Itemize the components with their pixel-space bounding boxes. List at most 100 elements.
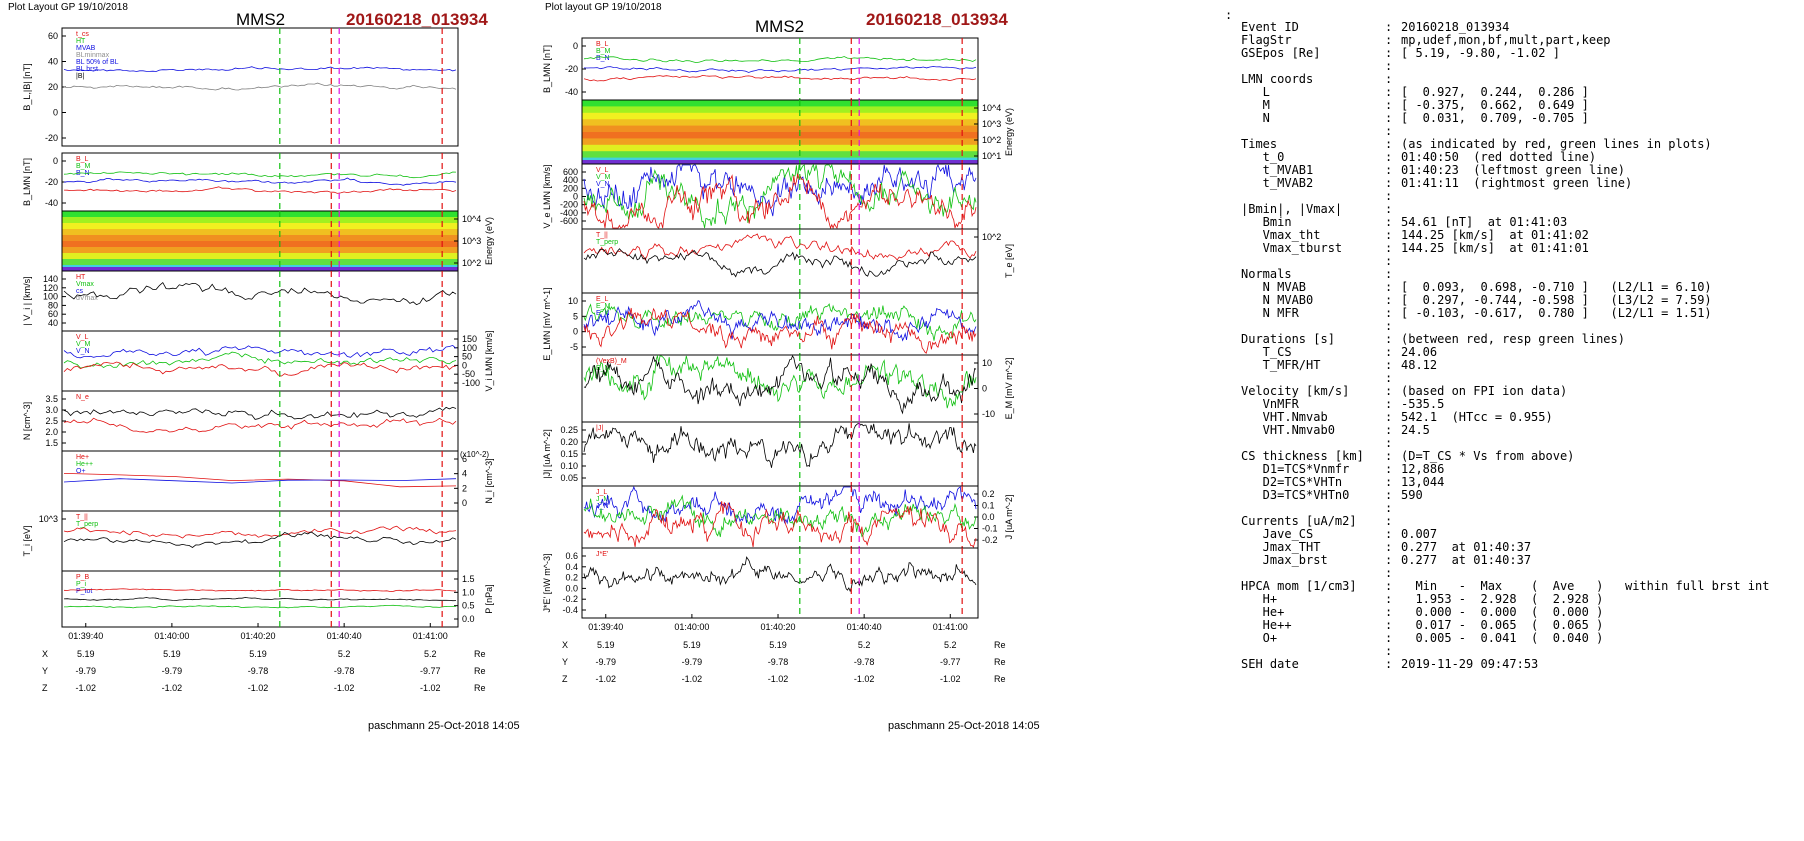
info-separator: :	[1385, 202, 1393, 216]
middle-event-title: 20160218_013934	[866, 10, 1008, 29]
info-separator: :	[1385, 72, 1393, 86]
data-series	[63, 478, 457, 484]
info-separator: :	[1385, 306, 1393, 320]
data-series	[63, 344, 457, 359]
info-separator: :	[1385, 397, 1393, 411]
spectrogram-band	[62, 235, 458, 242]
info-label: N MVAB0	[1241, 293, 1314, 307]
data-series	[63, 525, 457, 539]
info-separator: :	[1385, 527, 1393, 541]
ephemeris-value: -1.02	[682, 674, 703, 684]
left-event-title: 20160218_013934	[346, 10, 488, 29]
y-tick-label: -0.2	[562, 594, 578, 604]
info-value: [ 5.19, -9.80, -1.02 ]	[1401, 46, 1560, 60]
y-tick-label: 40	[48, 57, 58, 67]
x-tick-label: 01:40:40	[327, 631, 362, 641]
info-label: Currents [uA/m2]	[1241, 514, 1357, 528]
info-label: L	[1241, 85, 1270, 99]
info-separator: :	[1385, 384, 1393, 398]
info-value: 01:40:50 (red dotted line)	[1401, 150, 1597, 164]
legend-entry: B_L	[76, 156, 89, 163]
panel-EM: 100-10 E_M [mV m^-2](VexB)_ME_M	[581, 354, 1014, 423]
y-tick-label: -20	[45, 133, 58, 143]
panel-frame	[581, 547, 979, 619]
y-tick-label: 10^3	[982, 119, 1001, 129]
info-separator: :	[1385, 241, 1393, 255]
x-tick-label: 01:41:00	[413, 631, 448, 641]
info-separator: :	[1385, 59, 1393, 73]
ephemeris-value: 5.19	[769, 640, 787, 650]
y-axis-label: V_e LMN [km/s]	[542, 164, 552, 228]
panel-BLMN: 0 -20 -40 B_LMN [nT] B_LB_MB_N	[22, 152, 459, 212]
info-value: 13,044	[1401, 475, 1445, 489]
ephemeris-label: X	[562, 640, 568, 650]
spectrogram-band	[582, 132, 978, 139]
info-separator: :	[1385, 345, 1393, 359]
y-tick-label: 200	[563, 183, 578, 193]
x-tick-label: 01:40:00	[674, 622, 709, 632]
y-axis-label: T_i [eV]	[22, 525, 32, 556]
spectrogram-band	[62, 211, 458, 218]
info-label: N	[1241, 111, 1270, 125]
ephemeris-unit: Re	[994, 640, 1006, 650]
info-value: 0.017 - 0.065 ( 0.065 )	[1401, 618, 1604, 632]
info-label: Durations [s]	[1241, 332, 1335, 346]
info-label: T_MFR/HT	[1241, 358, 1321, 372]
info-separator: :	[1385, 644, 1393, 658]
y-tick-label: 10^4	[462, 214, 481, 224]
data-series	[63, 417, 457, 433]
info-label: T_CS	[1241, 345, 1292, 359]
info-value: 0.005 - 0.041 ( 0.040 )	[1401, 631, 1604, 645]
info-separator: :	[1385, 20, 1393, 34]
panel-frame	[61, 570, 459, 628]
ephemeris-unit: Re	[994, 674, 1006, 684]
legend-entry: dVmax	[76, 295, 98, 302]
legend-entry: He+	[76, 454, 89, 461]
info-label: D1=TCS*Vnmfr	[1241, 462, 1350, 476]
y-tick-label: 0	[462, 360, 467, 370]
info-separator: :	[1385, 618, 1393, 632]
info-value: 0.277 at 01:40:37	[1401, 540, 1532, 554]
spectrogram-band	[62, 217, 458, 224]
y-axis-label: N [cm^-3]	[22, 402, 32, 440]
info-label: VHT.Nmvab0	[1241, 423, 1335, 437]
data-series	[63, 82, 457, 91]
y-tick-label: 10^2	[462, 258, 481, 268]
y-tick-label: 10^1	[982, 151, 1001, 161]
middle-footer: paschmann 25-Oct-2018 14:05	[888, 720, 1040, 732]
info-label: D2=TCS*VHTn	[1241, 475, 1343, 489]
ephemeris-value: -9.79	[76, 666, 97, 676]
spectrogram-band	[62, 247, 458, 254]
ephemeris-value: 5.19	[249, 649, 267, 659]
legend-entry: V_L	[596, 167, 609, 174]
legend-entry: J_N	[596, 503, 608, 510]
info-value: (as indicated by red, green lines in plo…	[1401, 137, 1712, 151]
y-axis-label: Energy (eV)	[1004, 108, 1014, 156]
legend-entry: B_L	[596, 41, 609, 48]
info-label: FlagStr	[1241, 33, 1292, 47]
data-series	[583, 422, 977, 468]
ephemeris-value: -1.02	[854, 674, 875, 684]
y-tick-label: 2.0	[45, 427, 58, 437]
legend-entry: MVAB	[76, 45, 96, 52]
ephemeris-value: -1.02	[596, 674, 617, 684]
y-tick-label: 4	[462, 469, 467, 479]
legend-entry: V_N	[76, 348, 90, 355]
spectrogram-band	[62, 241, 458, 248]
ephemeris-unit: Re	[474, 649, 486, 659]
y-axis-label: N_i [cm^-3]	[484, 458, 494, 503]
info-separator: :	[1385, 371, 1393, 385]
data-series	[63, 473, 457, 488]
y-tick-label: 0.25	[560, 425, 578, 435]
y-tick-label: 0.4	[565, 562, 578, 572]
info-label: HPCA mom [1/cm3]	[1241, 579, 1357, 593]
panel-Te: 10^2T_e [eV] T_||T_perp	[581, 228, 1014, 294]
info-value: 12,886	[1401, 462, 1445, 476]
y-tick-label: 0.0	[982, 512, 995, 522]
panel-BL: 60 40 20 0 -20 B_L,|B| [nT] t_csHTMVABBLminmax…	[22, 27, 459, 147]
ephemeris-value: -9.78	[248, 666, 269, 676]
spectrogram-band	[582, 125, 978, 133]
